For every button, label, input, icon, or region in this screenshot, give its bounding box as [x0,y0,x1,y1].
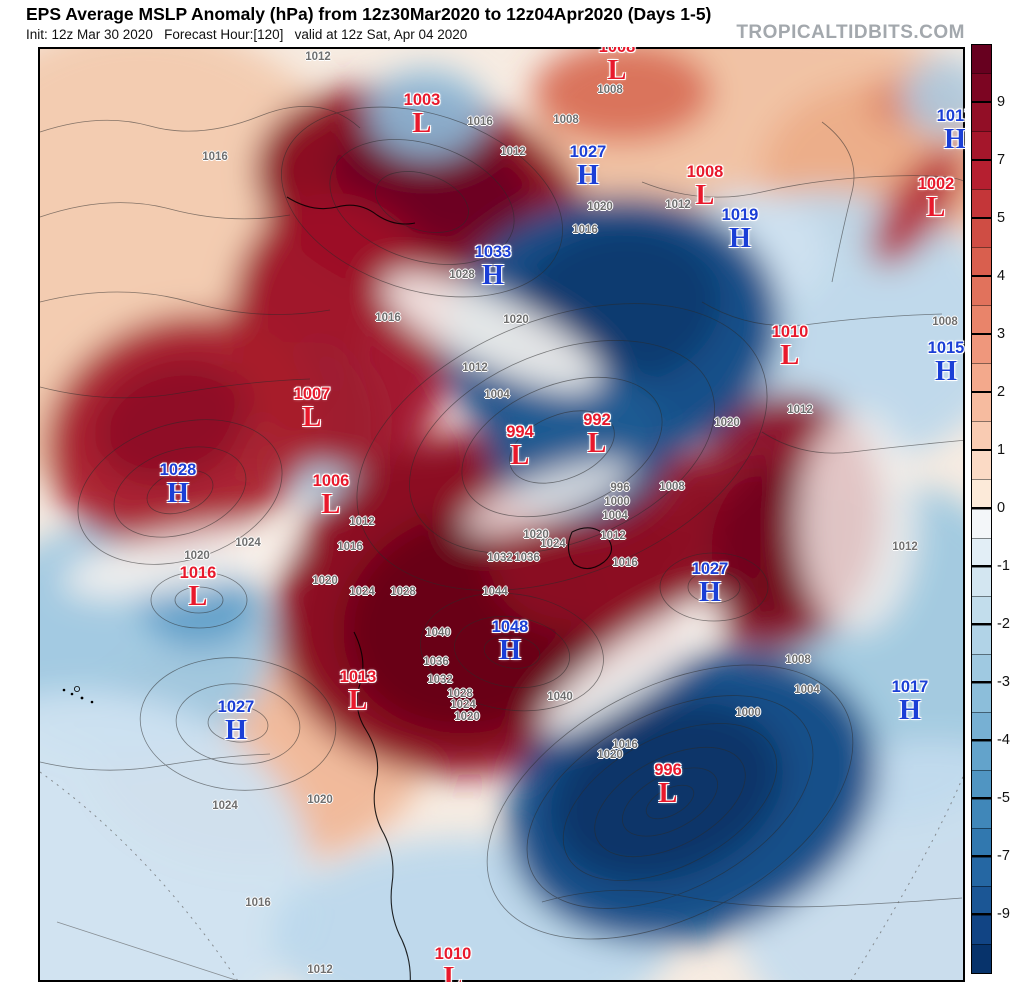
colorbar-segment [972,682,991,712]
watermark-tropicaltidbits: TROPICALTIDBITS.COM [736,22,965,43]
colorbar-tick-label: -1 [997,558,1010,574]
colorbar-segment [972,450,991,480]
colorbar-segment [972,218,991,248]
colorbar-tick [971,681,992,683]
colorbar-segment [972,160,991,190]
colorbar-segment [972,537,991,567]
colorbar-tick-label: 0 [997,500,1006,516]
colorbar-segment [972,189,991,219]
colorbar-tick-label: -7 [997,848,1010,864]
colorbar-tick [971,101,992,103]
colorbar-segment [972,914,991,944]
colorbar-segment [972,595,991,625]
colorbar-tick-label: 5 [997,210,1006,226]
page-title: EPS Average MSLP Anomaly (hPa) from 12z3… [26,4,712,24]
colorbar-segment [972,102,991,132]
colorbar-segment [972,392,991,422]
colorbar-tick [971,913,992,915]
colorbar-segment [972,769,991,799]
colorbar-segment [972,45,991,74]
colorbar-segment [972,334,991,364]
colorbar-tick [971,275,992,277]
colorbar-segment [972,885,991,915]
colorbar-tick-label: 7 [997,152,1006,168]
colorbar-segment [972,131,991,161]
colorbar-tick-label: 3 [997,326,1006,342]
colorbar-segment [972,624,991,654]
anomaly-field-graphic [40,49,963,980]
colorbar-tick-label: 9 [997,94,1006,110]
anomaly-colorbar [971,44,992,974]
colorbar-segment [972,856,991,886]
colorbar-tick [971,623,992,625]
colorbar-tick [971,217,992,219]
colorbar-tick-label: -2 [997,616,1010,632]
coastlines [286,196,613,980]
colorbar-segment [972,566,991,596]
colorbar-tick [971,333,992,335]
colorbar-segment [972,711,991,741]
colorbar-tick [971,565,992,567]
colorbar-tick [971,507,992,509]
colorbar-segment [972,943,991,973]
colorbar-segment [972,827,991,857]
colorbar-tick [971,739,992,741]
colorbar-tick [971,449,992,451]
colorbar-tick-label: 2 [997,384,1006,400]
anomaly-map-canvas [38,47,965,982]
colorbar-tick [971,797,992,799]
colorbar-segment [972,421,991,451]
island-dots [62,686,94,704]
colorbar-segment [972,740,991,770]
graticule-lines [40,771,963,980]
colorbar-segment [972,363,991,393]
isobar-contours [40,106,963,940]
colorbar-tick-label: -9 [997,906,1010,922]
colorbar-tick [971,159,992,161]
colorbar-segment [972,508,991,538]
colorbar-segment [972,305,991,335]
colorbar-tick-label: -3 [997,674,1010,690]
colorbar-segment [972,479,991,509]
colorbar-tick-label: 4 [997,268,1006,284]
colorbar-segment [972,247,991,277]
colorbar-tick [971,391,992,393]
init-forecast-line: Init: 12z Mar 30 2020 Forecast Hour:[120… [26,27,468,42]
colorbar-tick [971,855,992,857]
colorbar-tick-label: -4 [997,732,1010,748]
colorbar-tick-label: 1 [997,442,1006,458]
colorbar-segment [972,653,991,683]
colorbar-tick-label: -5 [997,790,1010,806]
colorbar-segment [972,73,991,103]
colorbar-segment [972,276,991,306]
colorbar-segment [972,798,991,828]
